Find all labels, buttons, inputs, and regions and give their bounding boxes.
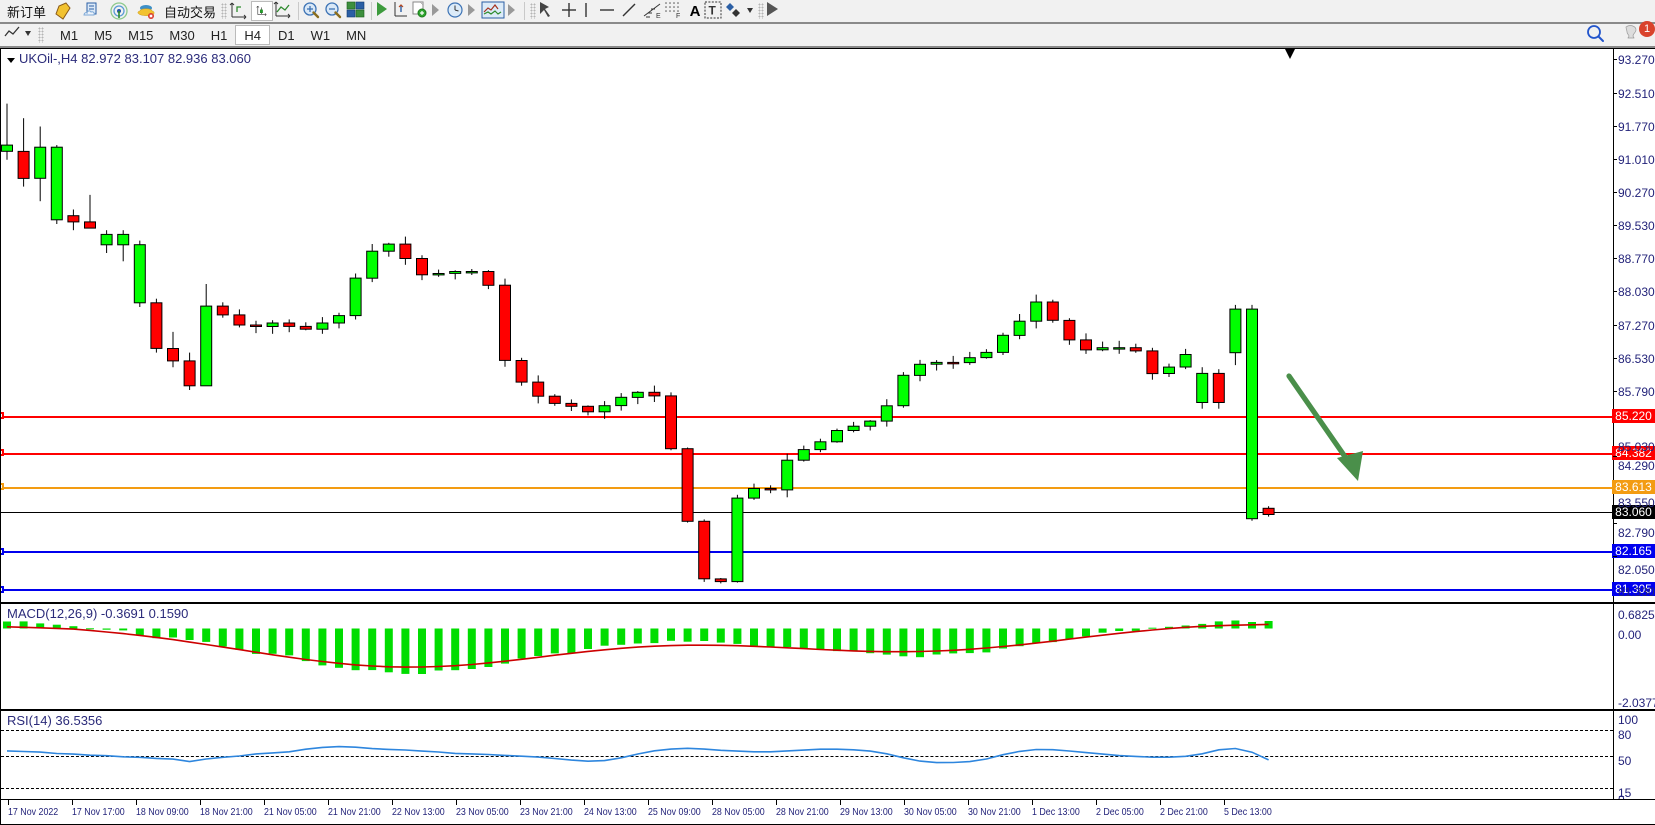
svg-text:T: T: [709, 4, 717, 18]
svg-text:E: E: [656, 13, 661, 19]
svg-text:F: F: [676, 13, 680, 19]
